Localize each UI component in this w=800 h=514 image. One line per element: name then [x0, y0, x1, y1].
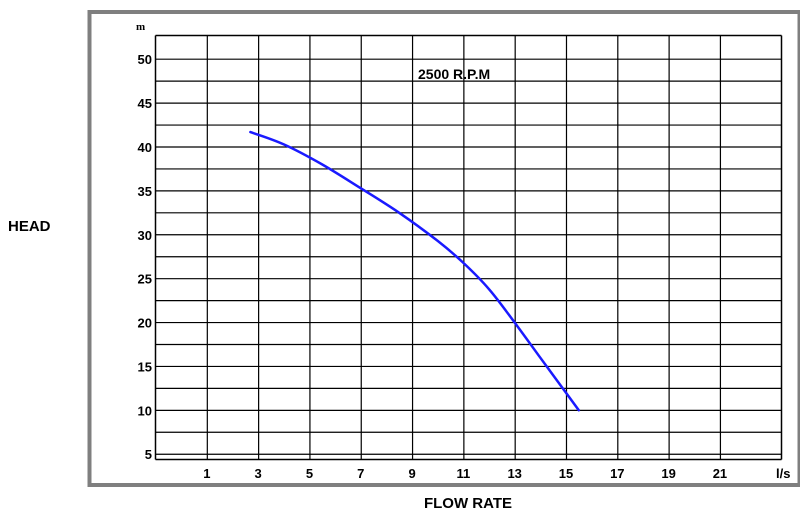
- y-tick-label: 35: [138, 184, 152, 199]
- y-tick-label: 45: [138, 96, 152, 111]
- y-tick-label: 25: [138, 272, 152, 287]
- x-tick-label: 9: [408, 466, 415, 481]
- x-tick-label: 21: [713, 466, 727, 481]
- series-line-pump-curve: [249, 130, 581, 412]
- x-tick-label: 17: [610, 466, 624, 481]
- x-unit-label: l/s: [776, 466, 790, 481]
- x-tick-label: 15: [559, 466, 573, 481]
- y-unit-label: m: [136, 21, 145, 33]
- x-axis-title: FLOW RATE: [424, 495, 512, 512]
- series-layer: [249, 130, 581, 412]
- x-tick-label: 11: [456, 466, 470, 481]
- x-tick-label: 3: [255, 466, 262, 481]
- plot-frame: [87, 10, 800, 487]
- x-tick-label: 1: [203, 466, 210, 481]
- y-tick-label: 5: [145, 447, 152, 462]
- y-tick-label: 20: [138, 316, 152, 331]
- x-tick-label: 13: [507, 466, 521, 481]
- annotation-rpm: 2500 R.P.M: [418, 66, 490, 82]
- x-tick-label: 7: [357, 466, 364, 481]
- grid: [154, 34, 783, 461]
- x-tick-label: 5: [306, 466, 313, 481]
- y-tick-label: 30: [138, 228, 152, 243]
- y-tick-label: 40: [138, 140, 152, 155]
- x-tick-label: 19: [661, 466, 675, 481]
- y-tick-label: 50: [138, 52, 152, 67]
- y-tick-label: 10: [138, 403, 152, 418]
- y-tick-label: 15: [138, 359, 152, 374]
- y-axis-title: HEAD: [8, 218, 51, 235]
